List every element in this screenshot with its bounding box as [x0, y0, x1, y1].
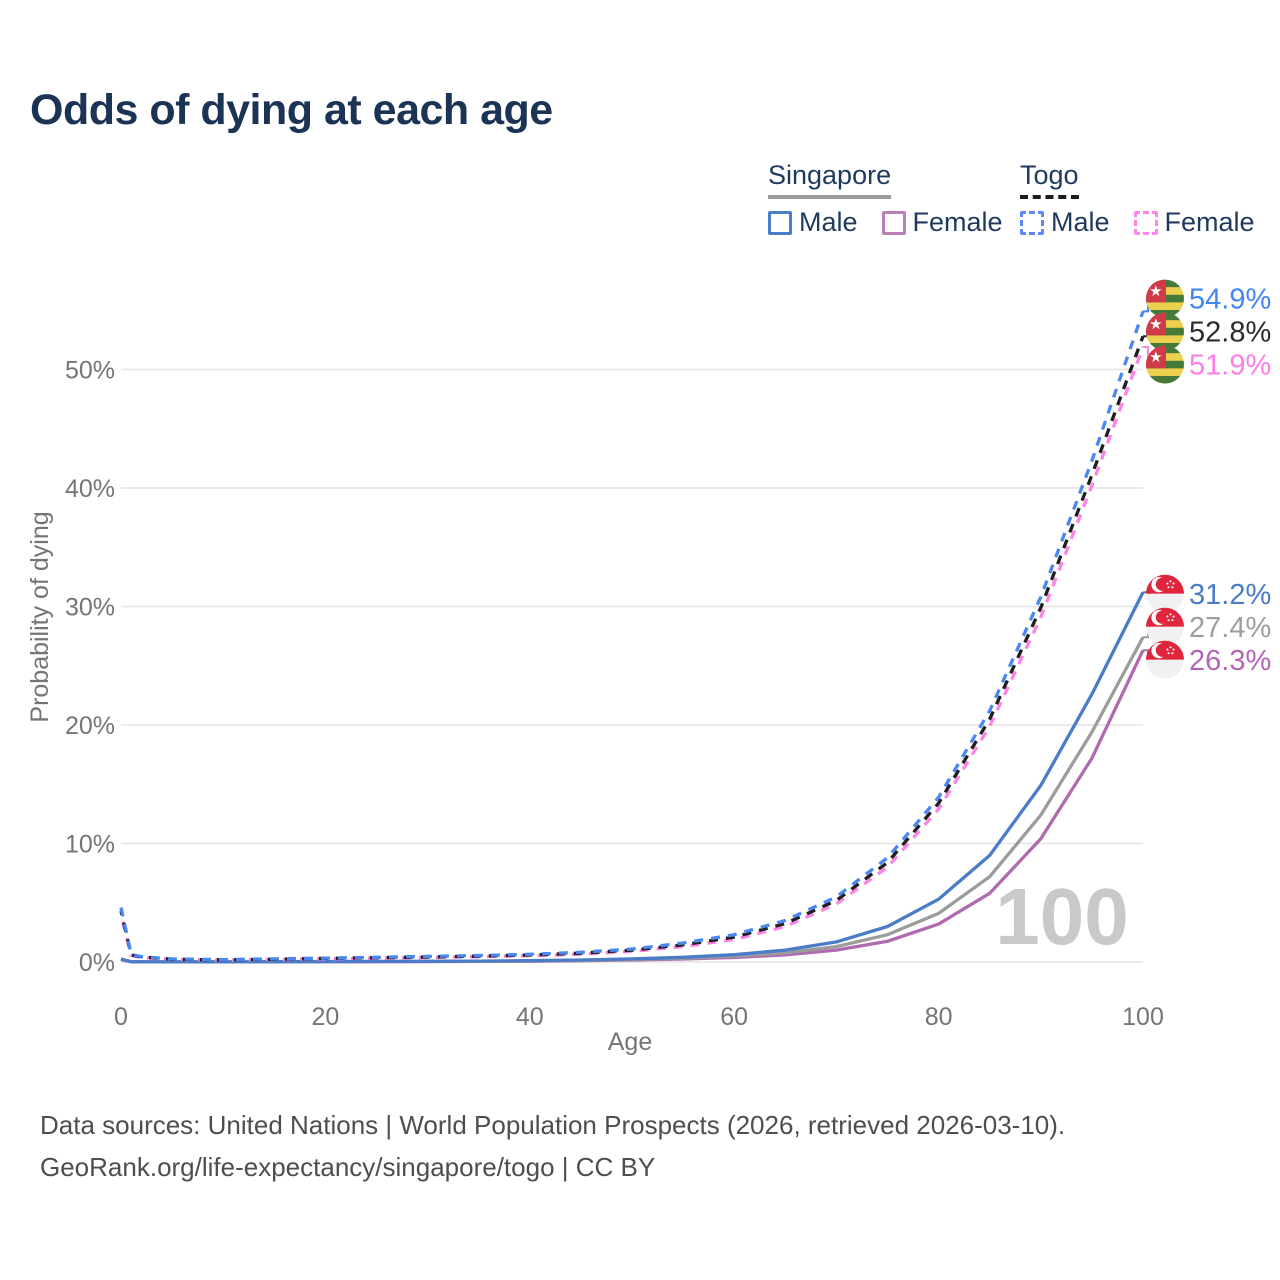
end-value-label: 51.9% [1189, 350, 1271, 382]
line-togo-male[interactable] [119, 310, 1145, 962]
hover-age-watermark: 100 [995, 872, 1128, 961]
x-tick-label: 0 [114, 1003, 128, 1031]
x-tick-label: 40 [516, 1003, 544, 1031]
end-value-label: 27.4% [1189, 612, 1271, 644]
end-label-togo-both: ★ 52.8% [1146, 312, 1271, 351]
legend-item-label: Male [1051, 207, 1110, 237]
end-label-singapore-female: 26.3% [1146, 640, 1271, 679]
end-value-label: 52.8% [1189, 317, 1271, 349]
y-tick-label: 20% [65, 712, 115, 740]
y-tick-label: 40% [65, 475, 115, 503]
togo-female-checkbox-icon[interactable] [1133, 210, 1158, 235]
legend-country-label: Singapore [768, 160, 892, 190]
y-tick-label: 30% [65, 593, 115, 621]
legend-items-togo: Male Female [1020, 207, 1255, 238]
legend-item-label: Male [799, 207, 858, 237]
line-togo-both[interactable] [119, 335, 1145, 962]
legend-toggle-singapore-female[interactable]: Female [881, 207, 1003, 238]
singapore-flag-icon [1146, 574, 1184, 613]
legend-toggle-togo-male[interactable]: Male [1020, 207, 1110, 238]
footer: Data sources: United Nations | World Pop… [40, 1104, 1065, 1188]
legend-toggle-singapore-male[interactable]: Male [768, 207, 858, 238]
end-value-label: 26.3% [1189, 645, 1271, 677]
legend-item-label: Female [1164, 207, 1255, 237]
y-axis-title: Probability of dying [26, 511, 54, 722]
end-label-togo-male: ★ 54.9% [1146, 279, 1271, 318]
end-value-label: 54.9% [1189, 284, 1271, 316]
y-tick-label: 10% [65, 830, 115, 858]
x-tick-label: 20 [311, 1003, 339, 1031]
legend-item-label: Female [912, 207, 1003, 237]
svg-text:★: ★ [1149, 349, 1162, 366]
x-tick-label: 100 [1122, 1003, 1164, 1031]
end-label-singapore-both: 27.4% [1146, 607, 1271, 646]
data-sources-line: Data sources: United Nations | World Pop… [40, 1110, 1066, 1140]
togo-flag-icon: ★ [1146, 279, 1184, 318]
singapore-female-checkbox-icon[interactable] [881, 210, 906, 235]
legend-country-singapore[interactable]: Singapore [768, 160, 892, 199]
line-singapore-male[interactable] [120, 591, 1145, 964]
end-label-togo-female: ★ 51.9% [1146, 345, 1271, 384]
attribution-line: GeoRank.org/life-expectancy/singapore/to… [40, 1152, 656, 1182]
page-title: Odds of dying at each age [30, 86, 553, 134]
y-tick-label: 0% [79, 949, 115, 977]
line-singapore-both[interactable] [120, 636, 1145, 964]
singapore-flag-icon [1146, 607, 1184, 646]
legend: Singapore Male Female Togo Male [0, 160, 1280, 250]
legend-country-togo[interactable]: Togo [1020, 160, 1079, 199]
x-tick-label: 80 [925, 1003, 953, 1031]
svg-text:★: ★ [1149, 316, 1162, 333]
togo-male-checkbox-icon[interactable] [1020, 210, 1044, 235]
line-singapore-female[interactable] [120, 649, 1145, 964]
legend-toggle-togo-female[interactable]: Female [1133, 207, 1255, 238]
singapore-flag-icon [1146, 640, 1184, 679]
y-tick-label: 50% [65, 356, 115, 384]
togo-flag-icon: ★ [1146, 345, 1184, 384]
end-value-label: 31.2% [1189, 579, 1271, 611]
x-axis-title: Age [608, 1028, 652, 1056]
togo-flag-icon: ★ [1146, 312, 1184, 351]
legend-country-label: Togo [1020, 160, 1079, 190]
legend-group-singapore: Singapore Male Female [768, 160, 1003, 238]
svg-text:★: ★ [1149, 283, 1162, 300]
x-tick-label: 60 [720, 1003, 748, 1031]
legend-group-togo: Togo Male Female [1020, 160, 1255, 238]
end-label-singapore-male: 31.2% [1146, 574, 1271, 613]
legend-items-singapore: Male Female [768, 207, 1003, 238]
singapore-male-checkbox-icon[interactable] [768, 210, 792, 235]
line-togo-female[interactable] [119, 346, 1145, 962]
